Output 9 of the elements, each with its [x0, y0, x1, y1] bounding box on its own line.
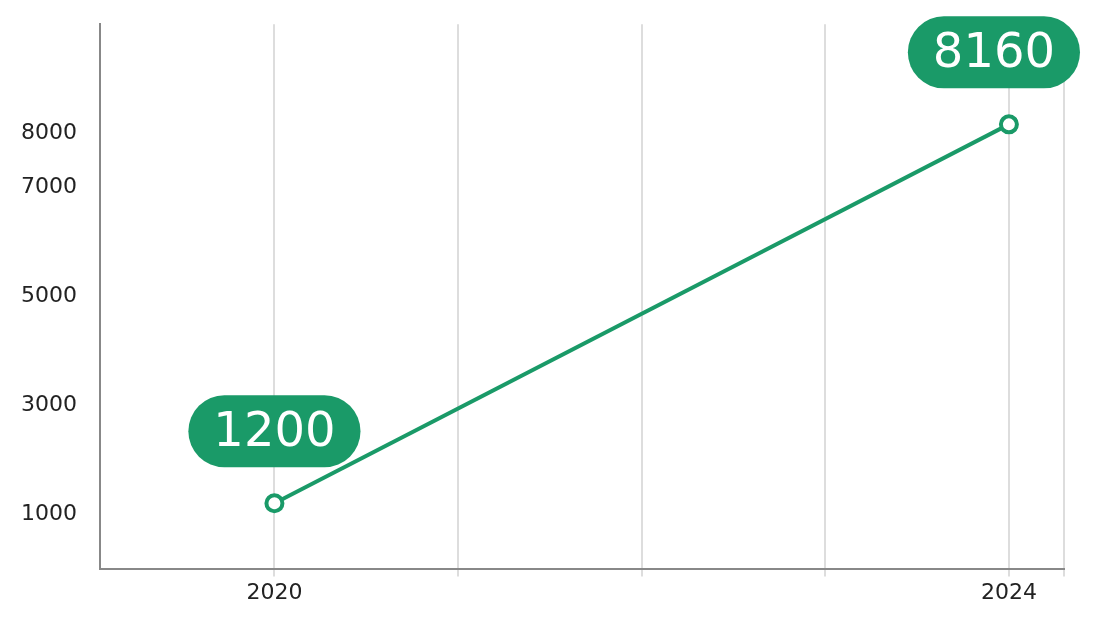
data-label: 8160: [932, 21, 1055, 78]
y-tick-label: 7000: [20, 173, 77, 199]
y-tick-label: 5000: [20, 282, 77, 308]
y-tick-label: 1000: [20, 499, 77, 525]
data-label: 1200: [213, 400, 336, 457]
y-tick-label: 8000: [20, 118, 77, 144]
x-tick-label: 2024: [980, 578, 1037, 604]
y-tick-label: 3000: [20, 391, 77, 416]
x-tick-label: 2020: [246, 578, 303, 604]
